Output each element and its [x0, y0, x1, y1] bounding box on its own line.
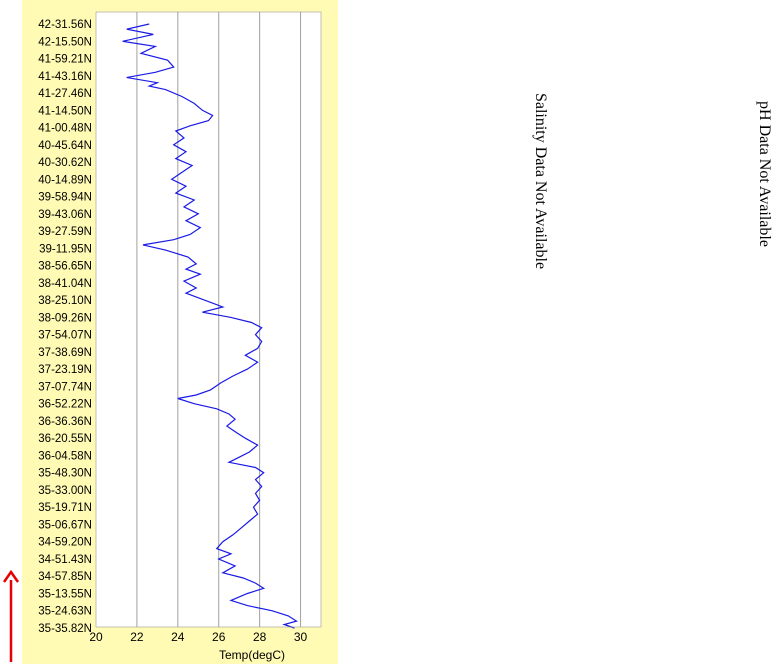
y-tick-label: 35-24.63N [38, 606, 92, 618]
direction-arrow-icon [2, 570, 20, 662]
y-tick-label: 35-33.00N [38, 485, 92, 497]
x-tick-label: 26 [212, 630, 226, 644]
y-tick-label: 40-30.62N [38, 157, 92, 169]
y-tick-label: 38-25.10N [38, 295, 92, 307]
x-tick-label: 20 [89, 630, 103, 644]
x-tick-label: 28 [253, 630, 267, 644]
y-tick-label: 41-14.50N [38, 105, 92, 117]
y-tick-label: 39-58.94N [38, 192, 92, 204]
y-tick-label: 34-59.20N [38, 537, 92, 549]
y-tick-label: 36-04.58N [38, 450, 92, 462]
y-tick-label: 34-51.43N [38, 554, 92, 566]
y-tick-label: 42-31.56N [38, 19, 92, 31]
y-tick-label: 37-38.69N [38, 347, 92, 359]
y-tick-label: 36-52.22N [38, 399, 92, 411]
y-tick-label: 38-56.65N [38, 261, 92, 273]
y-tick-label: 35-35.82N [38, 623, 92, 635]
x-tick-labels: 20 22 24 26 28 30 [89, 630, 307, 644]
x-tick-label: 30 [294, 630, 308, 644]
y-tick-label: 41-00.48N [38, 123, 92, 135]
y-tick-label: 37-23.19N [38, 364, 92, 376]
x-tick-label: 24 [171, 630, 185, 644]
plot-border [95, 11, 322, 628]
y-tick-label: 36-36.36N [38, 416, 92, 428]
y-tick-label: 34-57.85N [38, 571, 92, 583]
y-tick-label: 39-27.59N [38, 226, 92, 238]
y-tick-label: 35-48.30N [38, 468, 92, 480]
y-tick-labels: 42-31.56N 42-15.50N 41-59.21N 41-43.16N 41-2… [38, 19, 92, 635]
grid-lines [136, 12, 302, 627]
y-tick-label: 37-07.74N [38, 381, 92, 393]
x-tick-label: 22 [130, 630, 144, 644]
y-tick-label: 38-09.26N [38, 312, 92, 324]
y-tick-label: 39-43.06N [38, 209, 92, 221]
y-tick-label: 41-27.46N [38, 88, 92, 100]
y-tick-label: 35-19.71N [38, 502, 92, 514]
y-tick-label: 35-13.55N [38, 588, 92, 600]
y-tick-label: 36-20.55N [38, 433, 92, 445]
ph-note: pH Data Not Available [756, 101, 773, 247]
x-axis-label: Temp(degC) [219, 648, 285, 662]
y-tick-label: 40-45.64N [38, 140, 92, 152]
y-tick-label: 35-06.67N [38, 519, 92, 531]
y-tick-label: 39-11.95N [39, 243, 92, 255]
salinity-note: Salinity Data Not Available [532, 92, 549, 270]
y-tick-label: 37-54.07N [38, 330, 92, 342]
y-tick-label: 41-43.16N [38, 71, 92, 83]
y-tick-label: 42-15.50N [38, 36, 92, 48]
chart-canvas: 42-31.56N 42-15.50N 41-59.21N 41-43.16N 41-2… [22, 0, 338, 664]
temperature-profile-chart: 42-31.56N 42-15.50N 41-59.21N 41-43.16N 41-2… [22, 0, 338, 664]
y-tick-label: 38-41.04N [38, 278, 92, 290]
y-tick-label: 41-59.21N [38, 54, 92, 66]
temperature-series-line [122, 23, 298, 629]
plot-area [96, 12, 321, 627]
y-tick-label: 40-14.89N [38, 174, 92, 186]
